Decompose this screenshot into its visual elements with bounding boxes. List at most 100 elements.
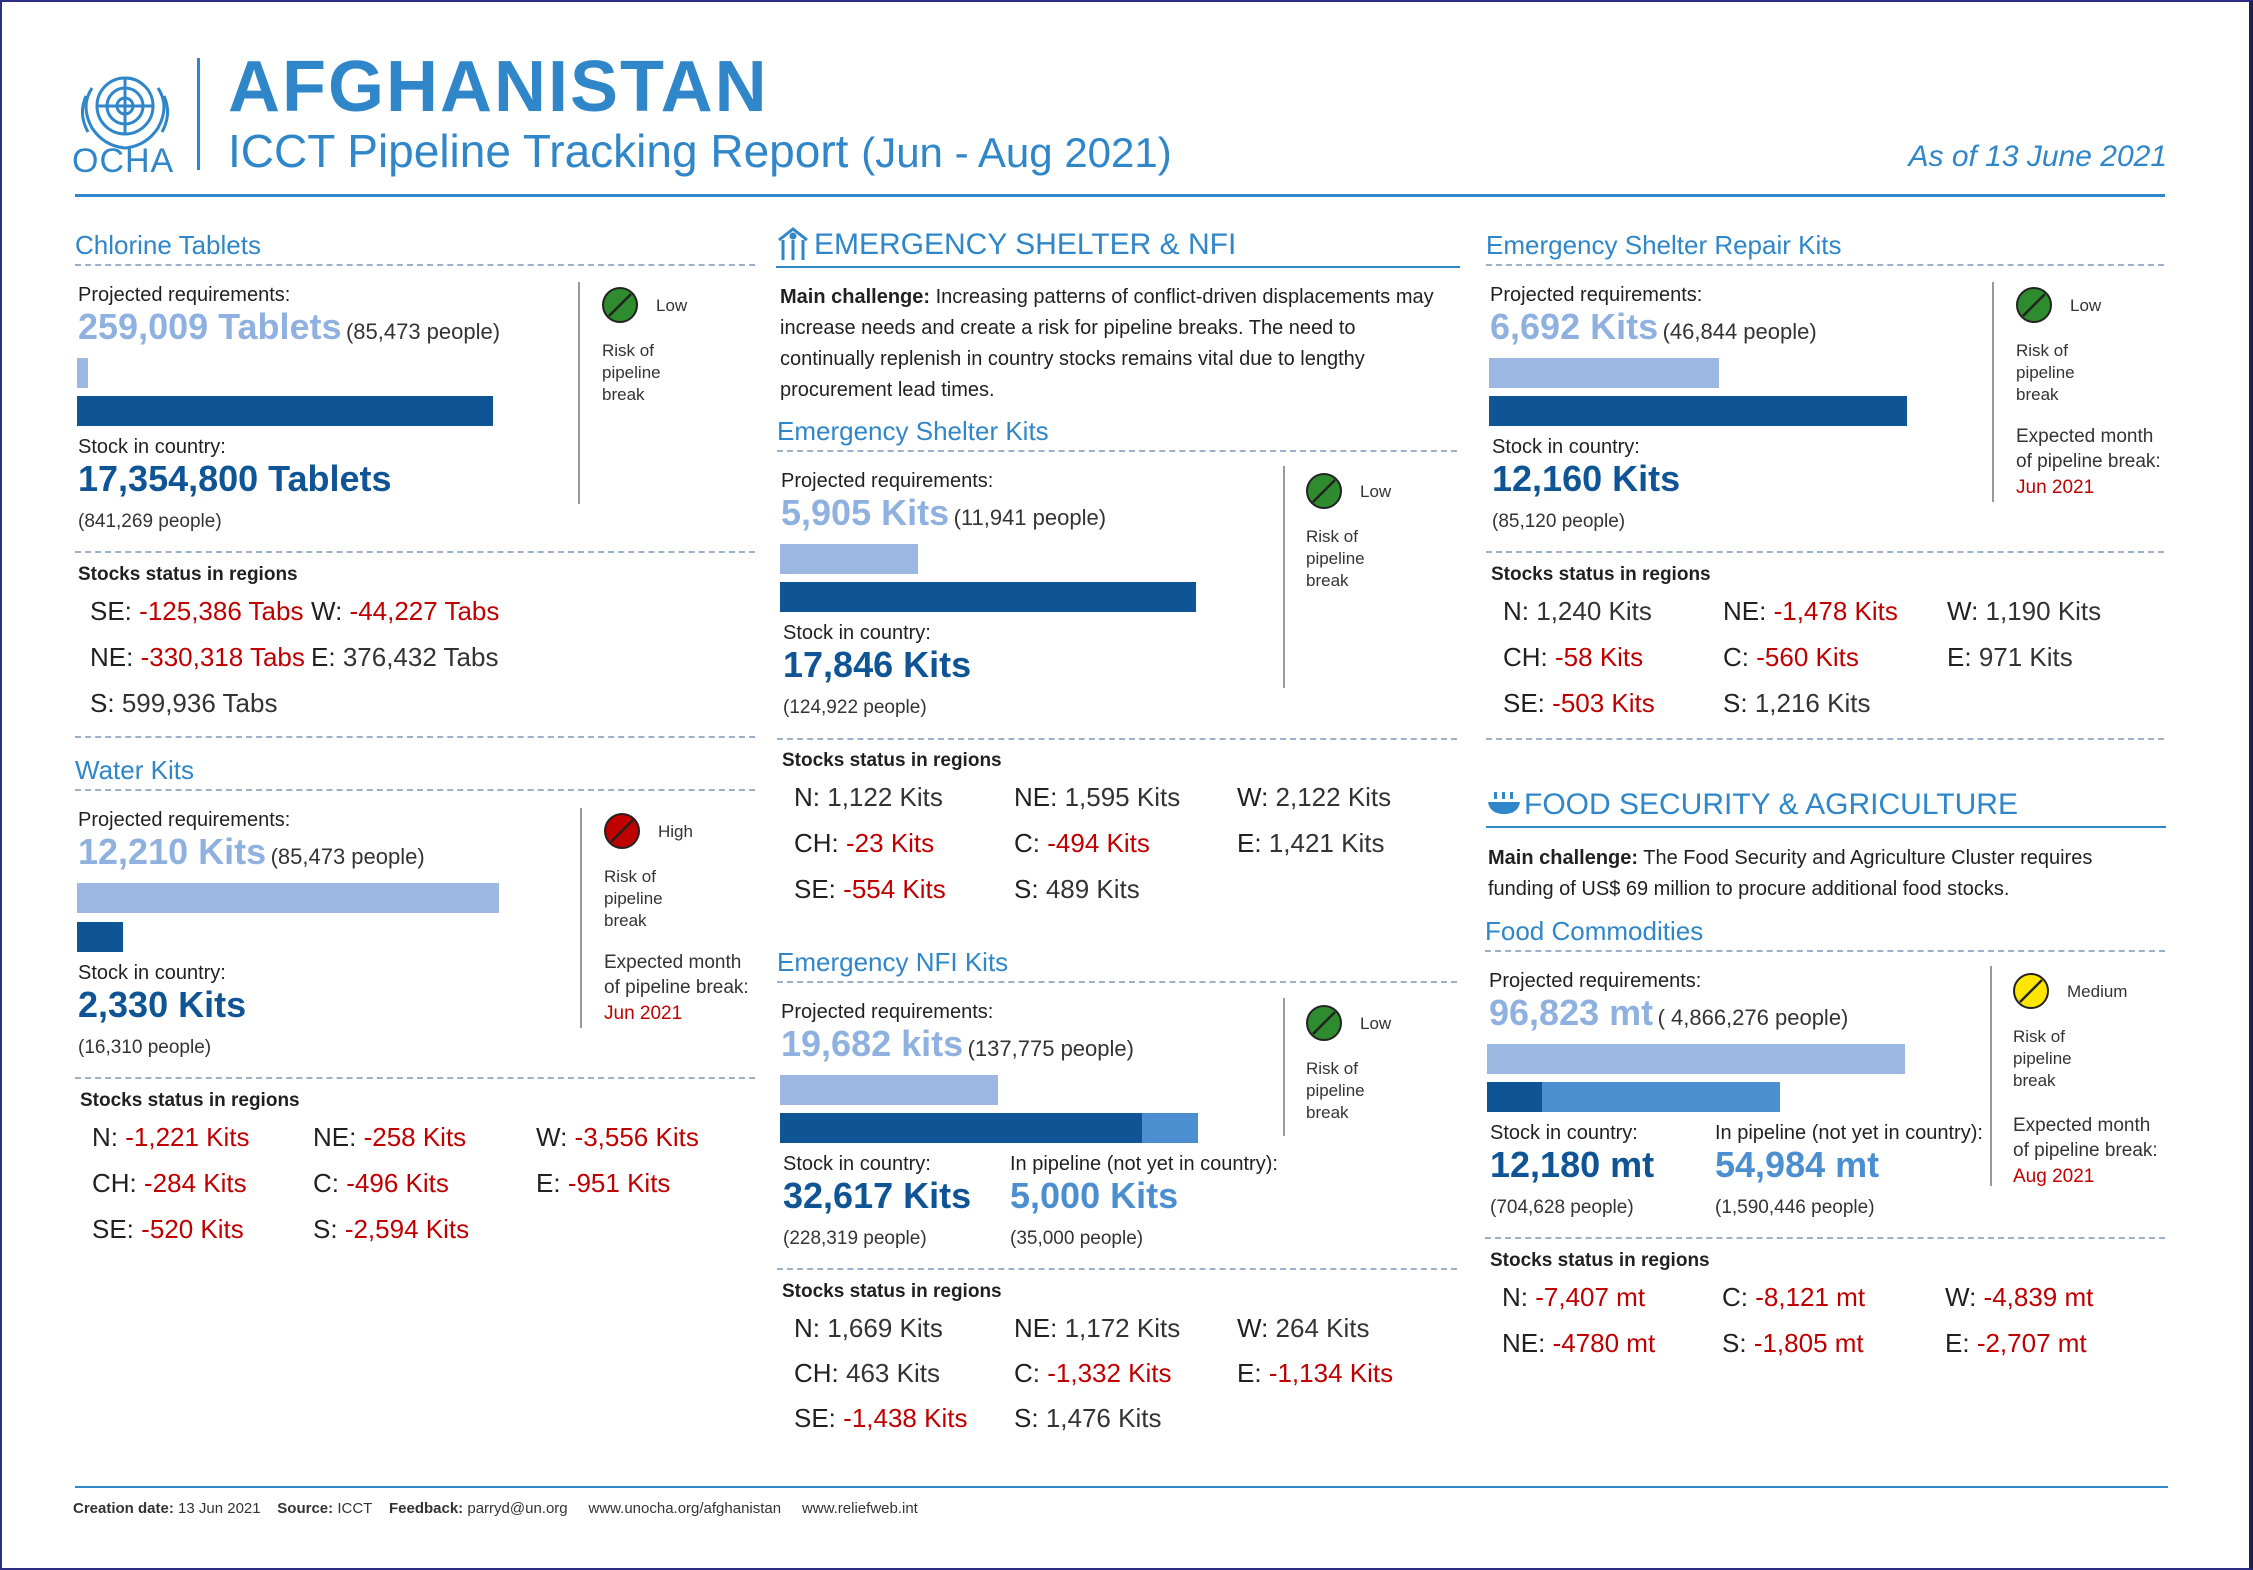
region-stat: S: 1,476 Kits: [1014, 1403, 1161, 1434]
stocks-status-heading: Stocks status in regions: [78, 564, 298, 585]
req-value: 259,009 Tablets: [78, 306, 342, 347]
region-stat: E: -2,707 mt: [1945, 1328, 2087, 1359]
water-requirement: 12,210 Kits (85,473 people): [78, 831, 425, 873]
risk-low-icon: [1306, 473, 1342, 509]
region-value: -503 Kits: [1552, 688, 1655, 718]
divider: [777, 450, 1457, 452]
region-value: -44,227 Tabs: [349, 596, 500, 626]
shelter-kits-title: Emergency Shelter Kits: [777, 416, 1049, 446]
shelter-requirement: 5,905 Kits (11,941 people): [781, 492, 1106, 534]
region-value: 463 Kits: [846, 1358, 940, 1388]
region-code: NE:: [313, 1122, 357, 1152]
region-value: -330,318 Tabs: [140, 642, 305, 672]
region-value: 264 Kits: [1275, 1313, 1370, 1343]
region-value: -1,134 Kits: [1268, 1358, 1394, 1388]
region-value: 1,595 Kits: [1064, 782, 1181, 812]
expected-month-label: Expected month of pipeline break:: [604, 950, 764, 1000]
region-code: W:: [1237, 1313, 1269, 1343]
region-code: N:: [92, 1122, 118, 1152]
pipeline-value: 5,000 Kits: [1010, 1175, 1179, 1216]
region-value: -951 Kits: [567, 1168, 671, 1198]
region-code: C:: [1722, 1282, 1748, 1312]
stock-people: (16,310 people): [78, 1037, 212, 1058]
risk-label-line: Risk of: [2016, 341, 2068, 360]
feedback-link[interactable]: parryd@un.org: [467, 1500, 568, 1517]
repair-requirement: 6,692 Kits (46,844 people): [1490, 306, 1817, 348]
risk-label-line: break: [1306, 1103, 1349, 1122]
requirement-bar: [780, 544, 918, 574]
projected-label: Projected requirements:: [78, 809, 291, 831]
divider: [1485, 1237, 2165, 1239]
risk-separator: [578, 282, 580, 504]
header-rule: [75, 194, 2165, 197]
risk-label: Risk of pipeline break: [1306, 1058, 1386, 1124]
risk-label-line: pipeline: [1306, 549, 1365, 568]
requirement-bar: [1489, 358, 1719, 388]
region-code: S:: [313, 1214, 338, 1244]
risk-label-line: break: [2013, 1071, 2056, 1090]
region-stat: NE: -4780 mt: [1502, 1328, 1655, 1359]
region-code: SE:: [1503, 688, 1545, 718]
creation-label: Creation date:: [73, 1500, 174, 1517]
requirement-bar: [780, 1075, 998, 1105]
region-code: W:: [1945, 1282, 1977, 1312]
region-stat: C: -560 Kits: [1723, 642, 1859, 673]
region-stat: NE: -330,318 Tabs: [90, 642, 305, 673]
divider: [75, 551, 755, 553]
region-stat: E: 376,432 Tabs: [311, 642, 498, 673]
unocha-link[interactable]: www.unocha.org/afghanistan: [588, 1500, 782, 1517]
region-code: CH:: [794, 828, 839, 858]
reliefweb-link[interactable]: www.reliefweb.int: [801, 1500, 918, 1517]
stock-label: Stock in country:: [1492, 436, 1640, 458]
risk-label-line: pipeline: [1306, 1081, 1365, 1100]
region-code: W:: [311, 596, 343, 626]
divider: [777, 981, 1457, 983]
region-value: -284 Kits: [144, 1168, 247, 1198]
expected-label-line: of pipeline break:: [2016, 451, 2161, 472]
region-value: 1,421 Kits: [1268, 828, 1385, 858]
region-stat: W: 1,190 Kits: [1947, 596, 2101, 627]
region-value: 376,432 Tabs: [342, 642, 499, 672]
food-security-title: FOOD SECURITY & AGRICULTURE: [1524, 788, 2018, 821]
region-code: NE:: [1502, 1328, 1546, 1358]
region-stat: S: -1,805 mt: [1722, 1328, 1864, 1359]
region-code: CH:: [794, 1358, 839, 1388]
divider: [75, 736, 755, 738]
divider: [1486, 738, 2164, 740]
requirement-bar: [77, 358, 88, 388]
region-code: NE:: [1723, 596, 1767, 626]
stock-value: 17,354,800 Tablets: [78, 458, 392, 499]
region-stat: S: 489 Kits: [1014, 874, 1140, 905]
divider: [1485, 950, 2165, 952]
footer-rule: [75, 1486, 2168, 1488]
region-stat: NE: -1,478 Kits: [1723, 596, 1898, 627]
subtitle-period: (Jun - Aug 2021): [861, 129, 1172, 176]
challenge-label: Main challenge:: [780, 286, 931, 308]
pipeline-label: In pipeline (not yet in country):: [1715, 1122, 1983, 1144]
region-stat: C: -494 Kits: [1014, 828, 1150, 859]
region-stat: CH: -284 Kits: [92, 1168, 247, 1199]
region-code: C:: [1723, 642, 1749, 672]
page-subtitle: ICCT Pipeline Tracking Report (Jun - Aug…: [228, 124, 1172, 178]
subtitle-main: ICCT Pipeline Tracking Report: [228, 125, 849, 177]
risk-low-icon: [1306, 1005, 1342, 1041]
region-stat: C: -8,121 mt: [1722, 1282, 1865, 1313]
region-code: CH:: [1503, 642, 1548, 672]
region-stat: NE: 1,595 Kits: [1014, 782, 1180, 813]
risk-label-line: pipeline: [602, 363, 661, 382]
region-stat: E: -951 Kits: [536, 1168, 670, 1199]
risk-high-icon: [604, 813, 640, 849]
stock-people: (85,120 people): [1492, 511, 1626, 532]
projected-label: Projected requirements:: [781, 470, 994, 492]
risk-label: Risk of pipeline break: [2013, 1026, 2093, 1092]
region-value: -58 Kits: [1555, 642, 1644, 672]
creation-value: 13 Jun 2021: [178, 1500, 261, 1517]
ocha-logo-text: OCHA: [72, 142, 175, 180]
risk-label-line: pipeline: [604, 889, 663, 908]
section-rule: [1486, 826, 2166, 828]
risk-label-line: Risk of: [1306, 527, 1358, 546]
region-stat: W: 264 Kits: [1237, 1313, 1369, 1344]
risk-label-line: Risk of: [602, 341, 654, 360]
region-code: NE:: [1014, 1313, 1058, 1343]
